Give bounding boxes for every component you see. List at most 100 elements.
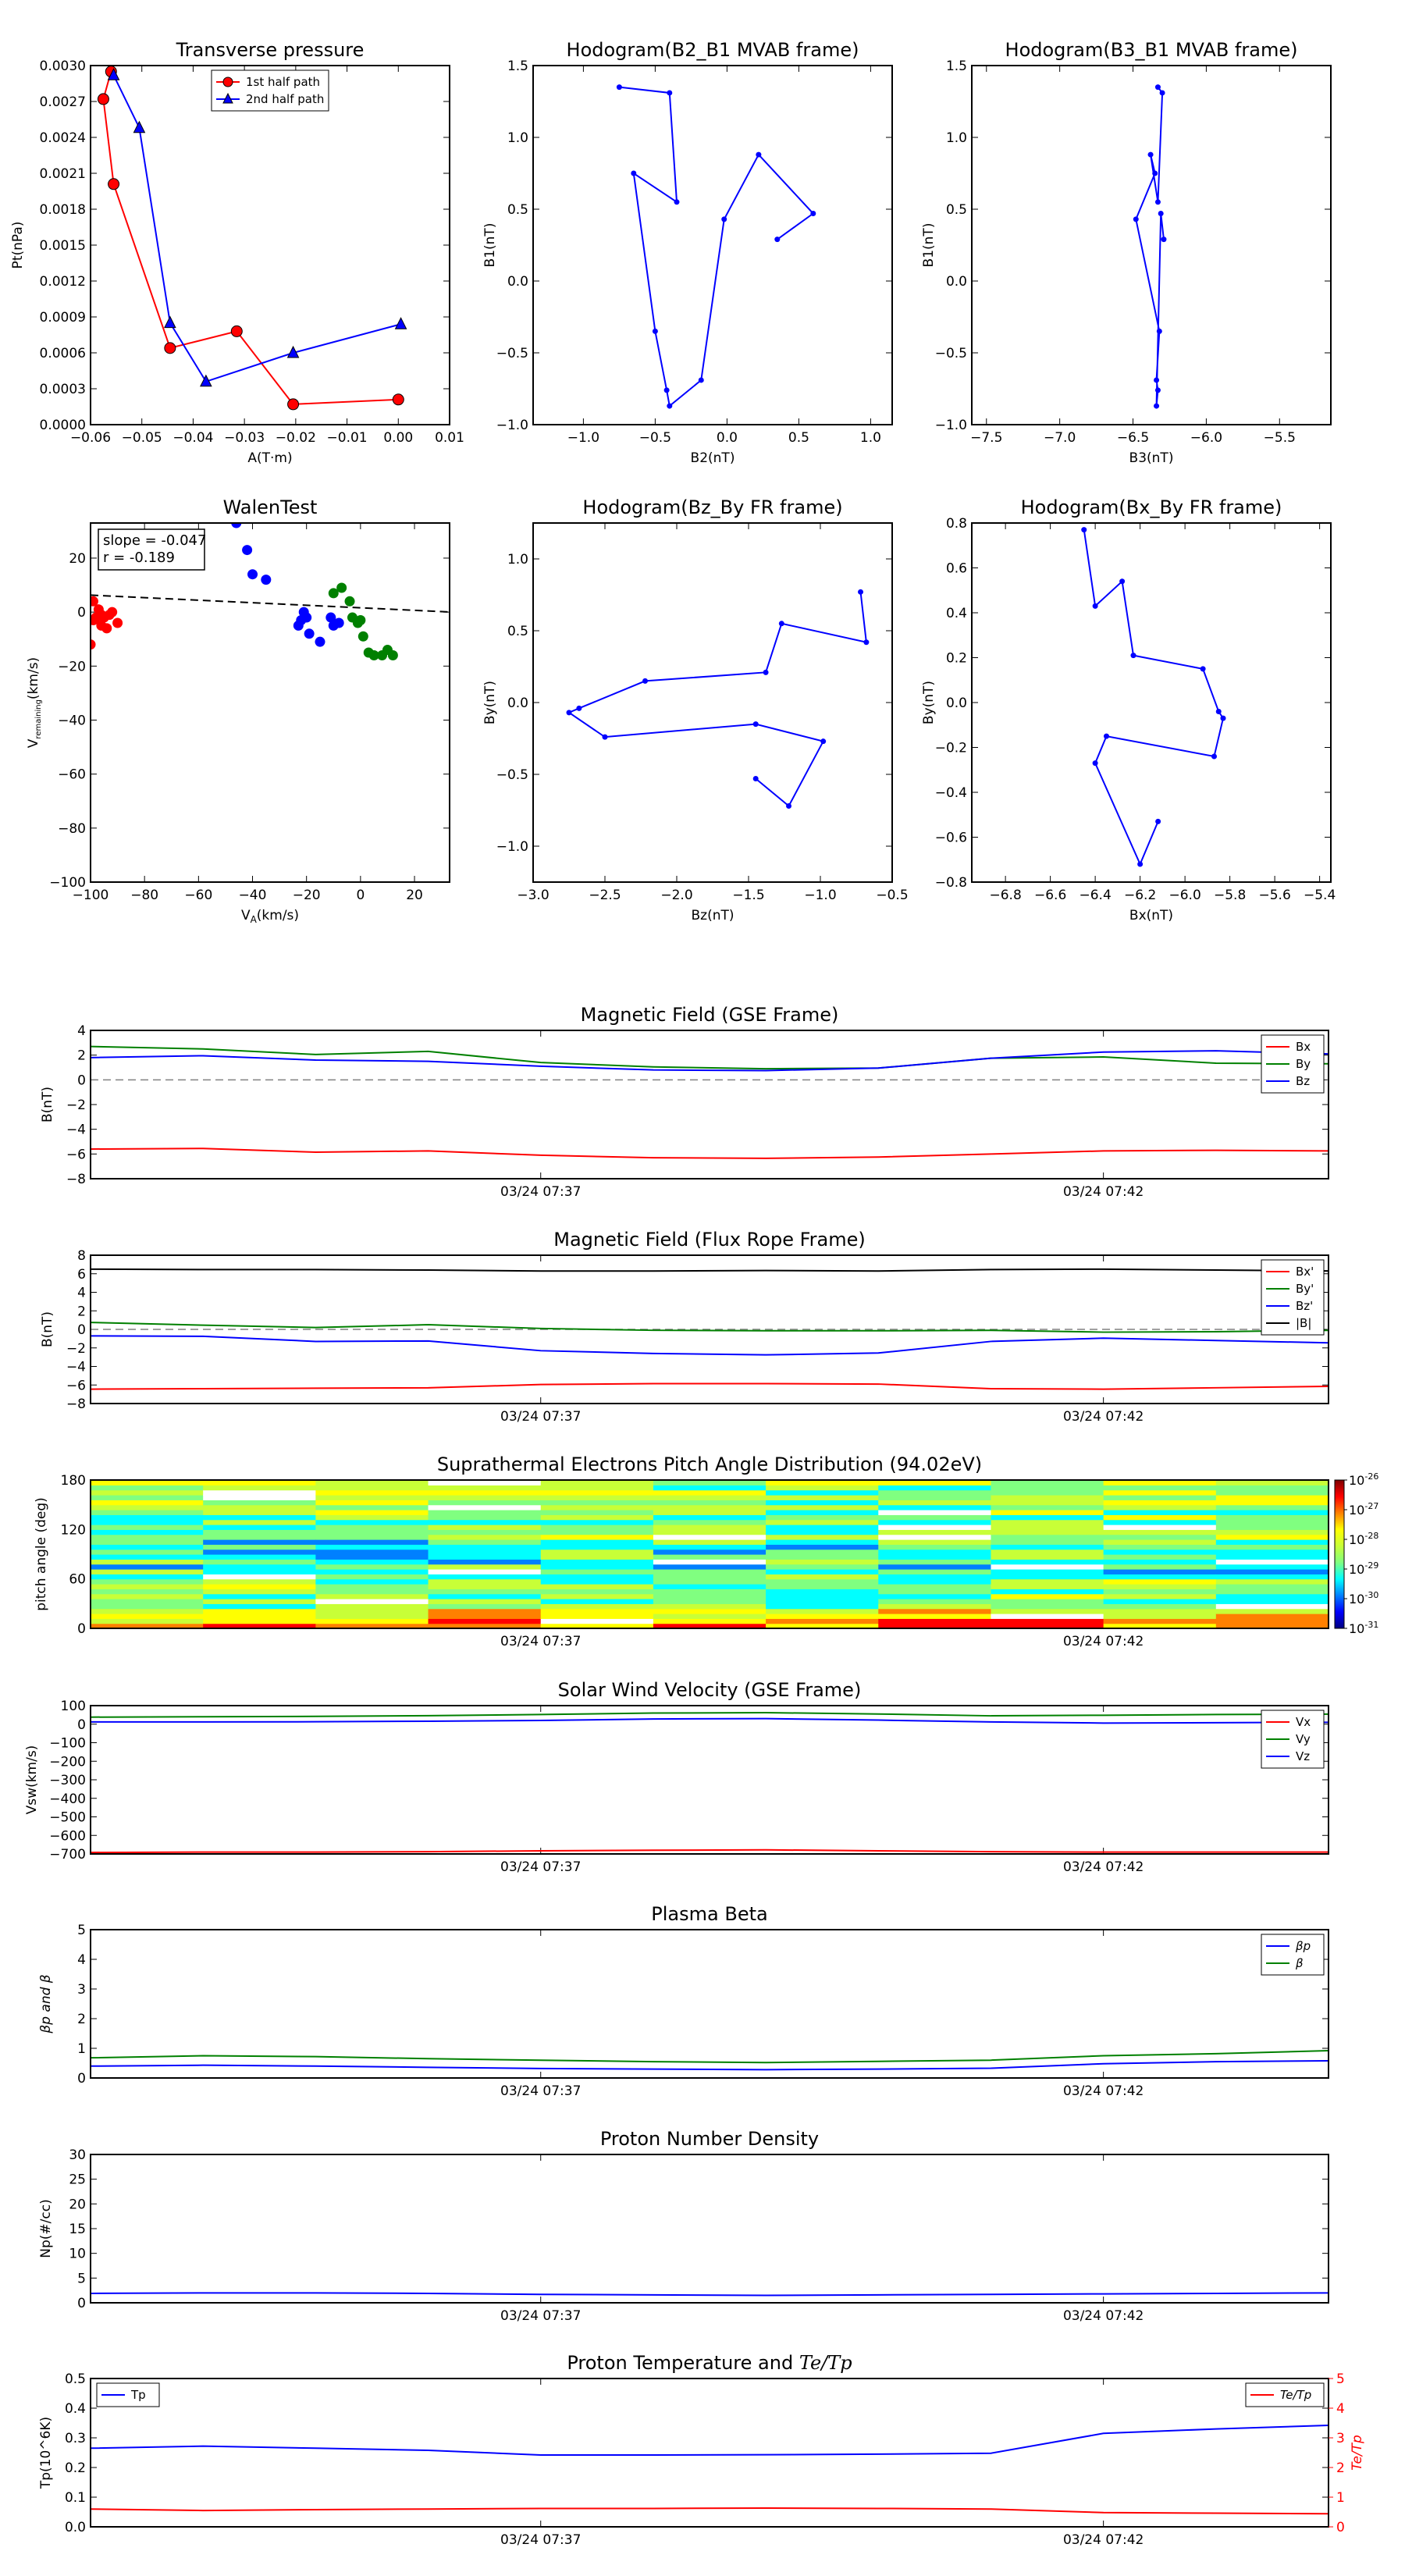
heatmap-cell [1103, 1618, 1217, 1624]
data-point [667, 90, 673, 96]
scatter-point [355, 615, 366, 626]
heatmap-cell [540, 1589, 654, 1595]
heatmap-cell [203, 1608, 316, 1614]
data-point [1154, 377, 1160, 383]
heatmap-cell [203, 1599, 316, 1604]
scatter-point [261, 575, 272, 585]
y-tick-label: 100 [61, 1699, 86, 1714]
x-tick-label: −100 [73, 888, 109, 903]
heatmap-cell [540, 1578, 654, 1585]
y-tick-label: 10 [69, 2247, 86, 2262]
plot-area [102, 71, 401, 405]
series-line-- [91, 2050, 1329, 2064]
heatmap-cell [653, 1608, 767, 1614]
y-axis-label: Pt(nPa) [10, 222, 26, 269]
x-tick-label: 1.0 [860, 430, 881, 446]
data-point [1147, 151, 1154, 158]
heatmap-cell [428, 1559, 542, 1565]
heatmap-cell [91, 1608, 204, 1614]
heatmap-cell [91, 1514, 204, 1521]
data-point [394, 317, 407, 329]
heatmap-cell [878, 1534, 992, 1540]
x-tick-label: −6.5 [1117, 430, 1149, 446]
heatmap-cell [878, 1519, 992, 1525]
heatmap-cell [991, 1614, 1104, 1619]
y-tick-label: 0 [77, 1322, 86, 1338]
plot-frame [971, 65, 1332, 425]
cb-base: 10 [1349, 1621, 1364, 1636]
y-tick-label: −0.8 [935, 875, 967, 891]
heatmap-cell [991, 1593, 1104, 1599]
heatmap-cell [878, 1514, 992, 1521]
data-point [863, 639, 870, 646]
legend-label: By [1296, 1057, 1311, 1071]
scatter-point [344, 596, 355, 607]
heatmap-cell [1103, 1485, 1217, 1491]
heatmap-cell [766, 1514, 879, 1521]
plot-area [1081, 527, 1226, 867]
heatmap-cell [1215, 1554, 1329, 1560]
y-tick-label: 0.0 [507, 274, 528, 290]
heatmap-cell [1215, 1608, 1329, 1614]
heatmap-cell [428, 1618, 542, 1624]
x-tick-label: −6.6 [1034, 888, 1066, 903]
heatmap-cell [1215, 1500, 1329, 1506]
y-tick-label: 0 [77, 1073, 86, 1088]
heatmap-cell [428, 1504, 542, 1510]
heatmap-cell [1215, 1519, 1329, 1525]
heatmap-cell [91, 1593, 204, 1599]
y-tick-label: 5 [77, 2271, 86, 2286]
y-tick-label: 2 [77, 1304, 86, 1319]
heatmap-cell [203, 1618, 316, 1624]
y-tick-label: 60 [69, 1572, 86, 1588]
heatmap-cell [91, 1618, 204, 1624]
heatmap-cell [1103, 1578, 1217, 1585]
x-tick-label: 03/24 07:37 [500, 2083, 581, 2099]
chart-temp: Proton Temperature and Te/Tp 0.0 0.1 0.2 0.3… [38, 2352, 1365, 2548]
heatmap-cell [315, 1480, 429, 1485]
heatmap-cell [991, 1589, 1104, 1595]
x-tick-label: 0.5 [788, 430, 809, 446]
heatmap-cell [203, 1603, 316, 1610]
data-point [674, 199, 680, 205]
data-point [763, 669, 769, 675]
heatmap-cell [91, 1485, 204, 1491]
heatmap-cell [203, 1480, 316, 1485]
heatmap-cell [315, 1525, 429, 1530]
data-point [810, 211, 816, 217]
heatmap-cell [203, 1529, 316, 1535]
heatmap-cell [1103, 1589, 1217, 1595]
heatmap-cell [428, 1510, 542, 1515]
heatmap-cell [766, 1485, 879, 1491]
heatmap-cell [766, 1574, 879, 1580]
data-point [752, 721, 759, 728]
scatter-point [315, 636, 325, 647]
heatmap-cell [203, 1495, 316, 1500]
data-point [164, 342, 176, 354]
y-tick-label: 25 [69, 2172, 86, 2188]
heatmap-cell [315, 1599, 429, 1604]
heatmap-cell [203, 1549, 316, 1555]
heatmap-cell [428, 1544, 542, 1550]
rest: (km/s) [26, 657, 41, 699]
heatmap-cell [315, 1569, 429, 1574]
heatmap-cell [203, 1554, 316, 1560]
heatmap-cell [991, 1529, 1104, 1535]
series-line-vx [91, 1848, 1329, 1854]
data-point [1092, 760, 1098, 767]
y-tick-label: −200 [49, 1754, 86, 1770]
heatmap-cell [653, 1564, 767, 1570]
series-line-2nd-half-path [112, 74, 401, 382]
heatmap-cell [991, 1514, 1104, 1521]
y-tick-label: −60 [58, 767, 86, 783]
scatter-point [112, 617, 123, 628]
heatmap-cell [540, 1603, 654, 1610]
plot-area [91, 2292, 1329, 2297]
heatmap-cell [315, 1485, 429, 1491]
y-tick-label: −2 [66, 1341, 86, 1357]
heatmap-cell [991, 1480, 1104, 1485]
cb-exp: -27 [1364, 1501, 1378, 1511]
heatmap-cell [1103, 1549, 1217, 1555]
heatmap-cell [315, 1519, 429, 1525]
heatmap-cell [766, 1539, 879, 1545]
